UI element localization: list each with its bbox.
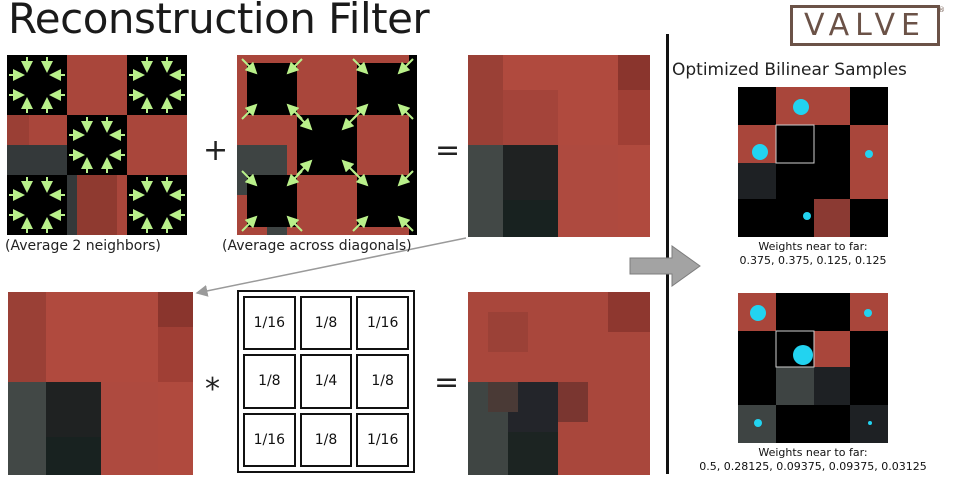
kernel-cell: 1/16: [356, 296, 409, 351]
vertical-divider: [666, 34, 669, 474]
sample-point: [752, 144, 768, 160]
green-arrow: [397, 58, 414, 75]
green-arrow: [352, 170, 369, 187]
weights-values: 0.375, 0.375, 0.125, 0.125: [739, 254, 887, 267]
sample-point: [865, 150, 873, 158]
source-grid-bottom: [8, 292, 193, 475]
result-grid-bottom: [468, 292, 650, 475]
kernel-cell: 1/8: [356, 354, 409, 409]
equals-operator-bottom: =: [434, 365, 460, 400]
kernel-cell: 1/8: [299, 412, 353, 467]
kernel-cell: 1/16: [243, 412, 296, 467]
kernel-cell: 1/4: [299, 354, 353, 409]
weights-block-2: Weights near to far: 0.5, 0.28125, 0.093…: [676, 446, 950, 474]
kernel-cell: 1/8: [243, 354, 296, 409]
result-grid-top: [468, 55, 650, 237]
green-arrow: [241, 103, 258, 120]
sample-point: [754, 419, 762, 427]
green-arrow: [352, 58, 369, 75]
green-arrow: [286, 170, 303, 187]
kernel-cell: 1/16: [243, 296, 296, 351]
green-arrow: [397, 170, 414, 187]
right-panel-title: Optimized Bilinear Samples: [672, 60, 907, 80]
sample-point: [793, 99, 809, 115]
valve-logo: VALVE ®: [790, 5, 945, 46]
green-arrow: [397, 215, 414, 232]
green-arrow: [397, 103, 414, 120]
weights-label: Weights near to far:: [758, 446, 868, 459]
bilinear-sample-grid-2: [738, 293, 888, 443]
sample-point: [803, 212, 811, 220]
diagonal-average-grid: [237, 55, 417, 235]
green-arrow: [241, 58, 258, 75]
filter-kernel: 1/16 1/8 1/16 1/8 1/4 1/8 1/16 1/8 1/16: [237, 290, 415, 473]
weights-label: Weights near to far:: [758, 240, 868, 253]
green-arrow: [286, 58, 303, 75]
sample-point: [868, 421, 872, 425]
kernel-cell: 1/16: [356, 412, 409, 467]
green-arrow: [296, 114, 313, 131]
green-arrow: [241, 215, 258, 232]
bilinear-sample-grid-1: [738, 87, 888, 237]
caption-average-neighbors: (Average 2 neighbors): [5, 238, 161, 254]
convolve-operator: *: [205, 372, 220, 407]
plus-operator: +: [203, 133, 229, 168]
connector-line: [195, 237, 467, 297]
green-arrow: [241, 170, 258, 187]
equals-operator: =: [435, 133, 461, 168]
big-gray-arrow: [629, 245, 701, 287]
sample-point: [864, 309, 872, 317]
page-title: Reconstruction Filter: [8, 0, 430, 43]
sample-point: [750, 305, 766, 321]
weights-values: 0.5, 0.28125, 0.09375, 0.09375, 0.03125: [699, 460, 927, 473]
green-arrow: [286, 215, 303, 232]
green-arrow: [352, 215, 369, 232]
green-arrow: [341, 114, 358, 131]
kernel-cell: 1/8: [299, 296, 353, 351]
weights-block-1: Weights near to far: 0.375, 0.375, 0.125…: [693, 240, 933, 268]
caption-average-diagonals: (Average across diagonals): [222, 238, 412, 254]
neighbor-average-grid: [7, 55, 187, 235]
sample-point: [793, 345, 813, 365]
